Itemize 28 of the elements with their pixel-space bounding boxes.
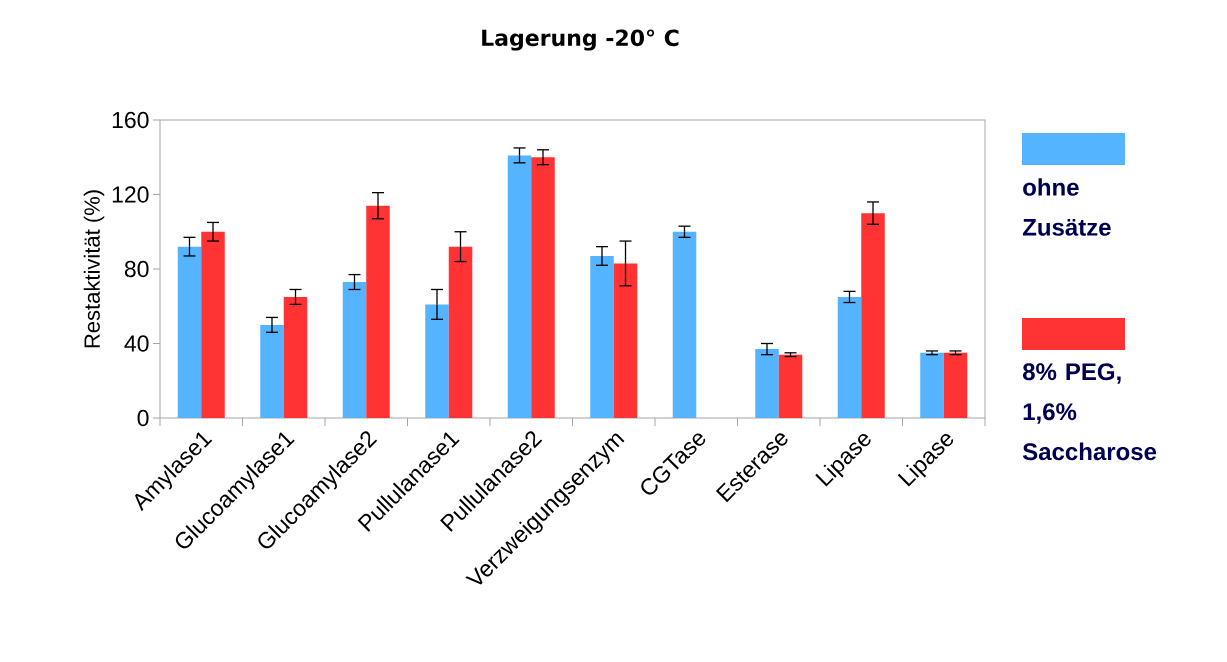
y-tick-label: 120 xyxy=(112,186,149,203)
y-axis-title: Restaktivität (%) xyxy=(83,190,105,348)
y-tick-label: 160 xyxy=(112,111,149,129)
bar xyxy=(342,282,367,418)
bar xyxy=(590,255,614,418)
bar xyxy=(531,157,555,418)
bar xyxy=(755,349,779,418)
chart-title: Lagerung -20° C xyxy=(482,29,679,51)
legend-label: 8% PEG, 1,6% Saccharose xyxy=(1022,363,1157,461)
bar xyxy=(613,263,638,418)
bar xyxy=(260,324,284,418)
bar xyxy=(425,304,449,418)
bar xyxy=(177,246,202,418)
bar xyxy=(920,352,944,418)
bar xyxy=(672,231,697,418)
legend-label: ohne Zusätze xyxy=(1022,178,1111,236)
bar xyxy=(366,205,390,418)
bar xyxy=(201,231,225,418)
bar xyxy=(943,352,968,418)
bar xyxy=(861,213,885,418)
bar xyxy=(448,246,473,418)
bar xyxy=(507,155,532,418)
bar xyxy=(837,296,862,418)
y-tick-label: 40 xyxy=(124,335,149,352)
y-tick-label: 0 xyxy=(137,409,149,427)
bar xyxy=(778,354,803,418)
bar xyxy=(283,296,308,418)
y-tick-label: 80 xyxy=(124,260,149,278)
